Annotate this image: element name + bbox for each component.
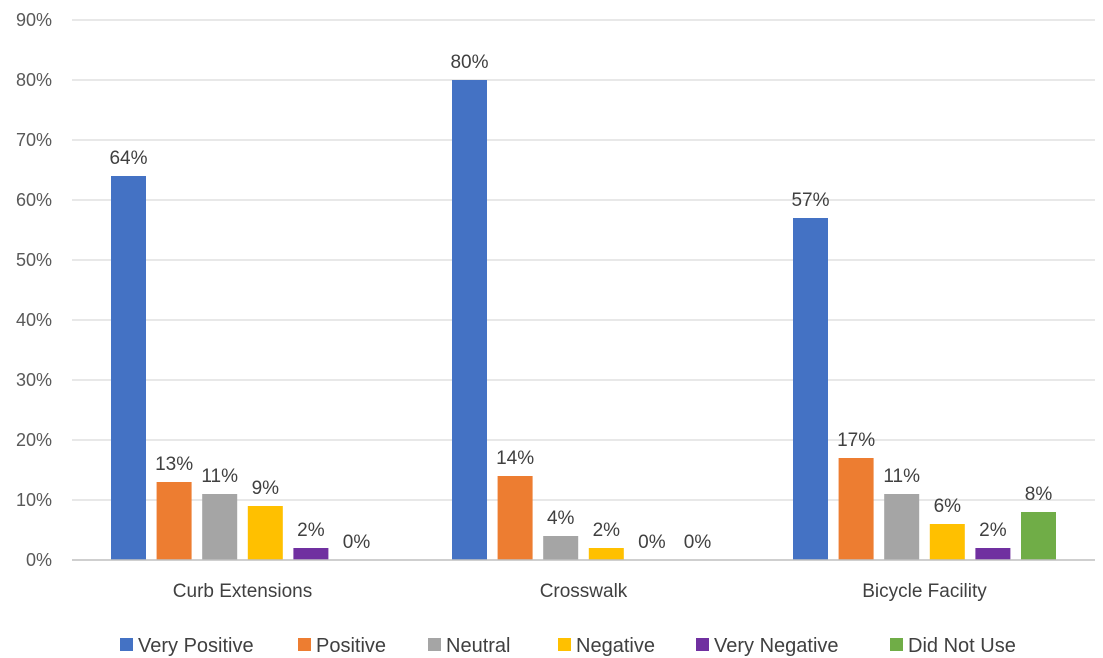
bar xyxy=(156,482,192,560)
legend-label: Negative xyxy=(576,635,655,657)
category-label: Bicycle Facility xyxy=(862,581,987,602)
bar xyxy=(202,494,238,560)
data-label: 17% xyxy=(837,430,875,451)
data-label: 64% xyxy=(109,148,147,169)
data-label: 57% xyxy=(791,190,829,211)
bar xyxy=(588,548,624,560)
data-label: 0% xyxy=(638,532,666,553)
y-tick-label: 60% xyxy=(16,190,52,210)
legend-swatch xyxy=(120,638,133,651)
bar xyxy=(452,80,487,560)
y-tick-label: 40% xyxy=(16,310,52,330)
bar xyxy=(1021,512,1056,560)
legend-swatch xyxy=(696,638,709,651)
legend-label: Very Positive xyxy=(138,635,254,657)
data-label: 6% xyxy=(934,496,962,517)
data-label: 80% xyxy=(450,52,488,73)
y-tick-label: 80% xyxy=(16,70,52,90)
legend-swatch xyxy=(890,638,903,651)
gridlines xyxy=(72,19,1095,501)
data-label: 0% xyxy=(684,532,712,553)
category-label: Curb Extensions xyxy=(173,581,312,602)
category-label: Crosswalk xyxy=(540,581,628,602)
legend-swatch xyxy=(298,638,311,651)
data-label: 8% xyxy=(1025,484,1053,505)
bar xyxy=(838,458,874,560)
data-label: 14% xyxy=(496,448,534,469)
y-axis-ticks: 0% 10% 20% 30% 40% 50% 60% 70% 80% 90% xyxy=(16,10,52,570)
bars xyxy=(111,80,1056,560)
bar xyxy=(975,548,1011,560)
legend-swatch xyxy=(558,638,571,651)
y-tick-label: 0% xyxy=(26,550,52,570)
y-tick-label: 90% xyxy=(16,10,52,30)
bar xyxy=(929,524,965,560)
y-tick-label: 10% xyxy=(16,490,52,510)
legend-label: Very Negative xyxy=(714,635,839,657)
data-label: 2% xyxy=(979,520,1007,541)
bar xyxy=(111,176,146,560)
y-tick-label: 50% xyxy=(16,250,52,270)
category-labels: Curb Extensions Crosswalk Bicycle Facility xyxy=(173,581,987,602)
bar xyxy=(543,536,579,560)
data-label: 9% xyxy=(252,478,280,499)
bar xyxy=(247,506,283,560)
data-labels: 64% 13% 11% 9% 2% 0% 80% 14% 4% 2% 0% 0% 57% 17% 11% 6%… xyxy=(109,52,1052,553)
y-tick-label: 30% xyxy=(16,370,52,390)
legend-label: Did Not Use xyxy=(908,635,1016,657)
data-label: 11% xyxy=(201,466,238,487)
bar xyxy=(793,218,828,560)
y-tick-label: 20% xyxy=(16,430,52,450)
bar xyxy=(293,548,329,560)
legend-label: Neutral xyxy=(446,635,510,657)
data-label: 11% xyxy=(883,466,920,487)
data-label: 13% xyxy=(155,454,193,475)
bar xyxy=(884,494,920,560)
legend-label: Positive xyxy=(316,635,386,657)
data-label: 2% xyxy=(593,520,621,541)
legend: Very Positive Positive Neutral Negative Very… xyxy=(120,635,1016,657)
data-label: 0% xyxy=(343,532,371,553)
y-tick-label: 70% xyxy=(16,130,52,150)
legend-swatch xyxy=(428,638,441,651)
data-label: 4% xyxy=(547,508,575,529)
data-label: 2% xyxy=(297,520,325,541)
bar xyxy=(497,476,533,560)
